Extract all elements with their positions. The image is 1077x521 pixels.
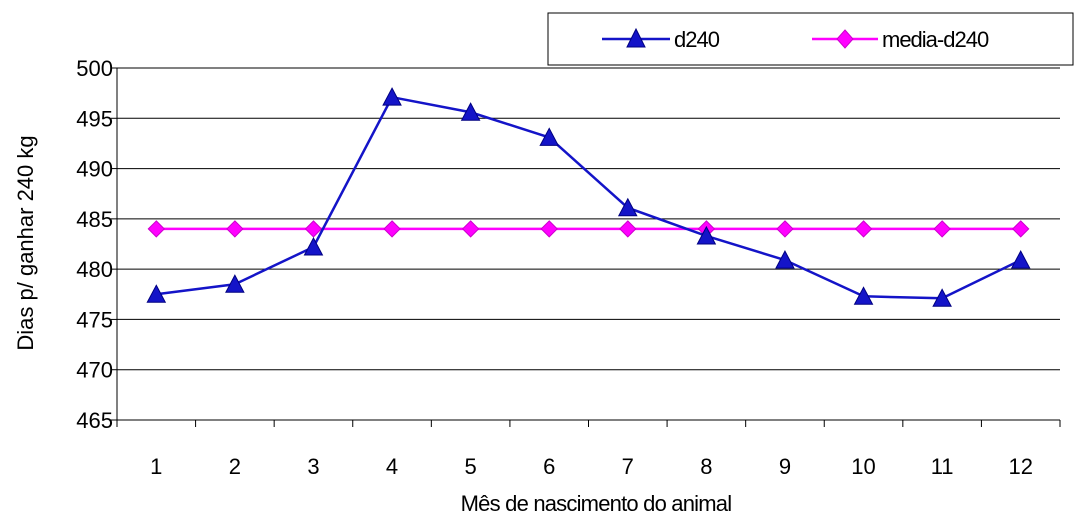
data-point-triangle bbox=[225, 274, 245, 293]
data-point-diamond bbox=[461, 220, 480, 238]
x-tick-label: 4 bbox=[386, 454, 398, 479]
x-tick-labels: 1 2 3 4 5 6 7 8 9 10 11 12 bbox=[150, 454, 1033, 479]
legend-marker-triangle-icon bbox=[626, 27, 646, 48]
x-tick-label: 7 bbox=[622, 454, 634, 479]
data-point-diamond bbox=[854, 220, 873, 238]
x-axis-title: Mês de nascimento do animal bbox=[461, 491, 732, 516]
data-point-triangle bbox=[853, 286, 874, 305]
legend-item-media-d240: media-d240 bbox=[812, 27, 990, 52]
x-tick-label: 11 bbox=[931, 454, 954, 479]
gridlines bbox=[117, 67, 1060, 371]
data-point-triangle bbox=[775, 250, 795, 269]
data-point-diamond bbox=[304, 220, 323, 238]
y-tick-labels: 465 470 475 480 485 490 495 500 bbox=[76, 56, 113, 433]
data-point-triangle bbox=[617, 197, 638, 217]
x-tick-label: 9 bbox=[779, 454, 791, 479]
data-point-diamond bbox=[147, 220, 165, 238]
data-point-diamond bbox=[226, 220, 244, 238]
data-point-diamond bbox=[383, 220, 401, 238]
series-media-d240 bbox=[147, 220, 1030, 238]
y-tick-label: 480 bbox=[76, 257, 113, 282]
legend-label-d240: d240 bbox=[674, 27, 720, 52]
data-point-diamond bbox=[776, 220, 794, 238]
y-tick-label: 465 bbox=[76, 408, 113, 433]
data-point-triangle bbox=[1010, 250, 1031, 269]
legend: d240 media-d240 bbox=[547, 12, 1074, 66]
y-tick-label: 495 bbox=[76, 106, 113, 131]
data-point-triangle bbox=[146, 284, 167, 303]
x-tick-label: 5 bbox=[465, 454, 477, 479]
y-tick-label: 485 bbox=[76, 207, 113, 232]
y-tick-label: 500 bbox=[76, 56, 113, 81]
y-tick-label: 490 bbox=[76, 157, 113, 182]
data-point-triangle bbox=[382, 87, 402, 106]
x-tick-label: 2 bbox=[229, 454, 241, 479]
data-point-diamond bbox=[933, 220, 951, 238]
x-tick-label: 12 bbox=[1008, 454, 1032, 479]
y-axis-title: Dias p/ ganhar 240 kg bbox=[13, 135, 38, 350]
data-point-triangle bbox=[539, 127, 560, 146]
x-tick-label: 10 bbox=[851, 454, 875, 479]
legend-item-d240: d240 bbox=[602, 27, 721, 52]
series-line-d240 bbox=[156, 95, 1022, 300]
series bbox=[146, 87, 1031, 307]
data-point-triangle bbox=[932, 288, 952, 307]
legend-marker-diamond-icon bbox=[836, 29, 854, 49]
data-point-triangle bbox=[303, 236, 324, 256]
x-tick-label: 8 bbox=[700, 454, 712, 479]
y-tick-label: 475 bbox=[76, 307, 113, 332]
data-point-diamond bbox=[540, 220, 558, 238]
axes bbox=[111, 67, 1061, 427]
legend-label-media-d240: media-d240 bbox=[882, 27, 989, 52]
x-tick-label: 6 bbox=[543, 454, 555, 479]
x-tick-label: 1 bbox=[150, 454, 162, 479]
series-d240 bbox=[146, 87, 1031, 307]
data-point-triangle bbox=[460, 102, 481, 121]
data-point-diamond bbox=[1012, 220, 1030, 238]
data-point-triangle bbox=[696, 225, 717, 245]
x-tick-label: 3 bbox=[307, 454, 319, 479]
y-tick-label: 470 bbox=[76, 358, 113, 383]
data-point-diamond bbox=[619, 220, 637, 238]
